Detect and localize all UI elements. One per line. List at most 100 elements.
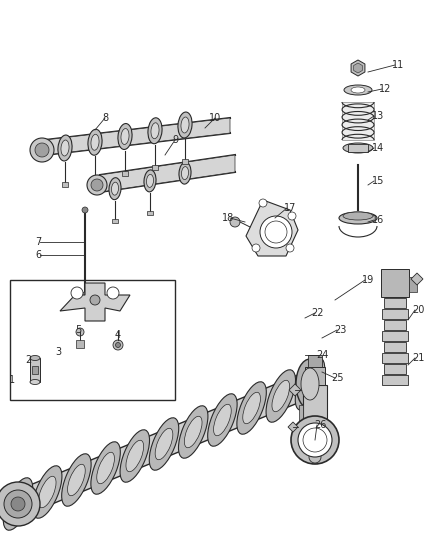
Text: 8: 8 <box>102 113 108 123</box>
Ellipse shape <box>343 212 373 220</box>
Ellipse shape <box>88 130 102 155</box>
Circle shape <box>82 292 88 298</box>
Ellipse shape <box>91 134 99 150</box>
Circle shape <box>252 244 260 252</box>
Bar <box>382 353 408 363</box>
Ellipse shape <box>30 379 40 384</box>
Text: 24: 24 <box>316 350 328 360</box>
Bar <box>348 144 368 152</box>
Text: 20: 20 <box>412 305 424 315</box>
Circle shape <box>0 482 40 526</box>
Polygon shape <box>18 370 310 518</box>
Text: 7: 7 <box>35 237 41 247</box>
Text: 13: 13 <box>372 111 384 121</box>
Ellipse shape <box>67 464 85 496</box>
Circle shape <box>91 179 103 191</box>
Text: 22: 22 <box>312 308 324 318</box>
Bar <box>299 405 303 425</box>
Bar <box>112 219 118 223</box>
Bar <box>30 358 40 382</box>
Ellipse shape <box>58 135 72 161</box>
Bar <box>305 367 325 385</box>
Circle shape <box>286 244 294 252</box>
Circle shape <box>259 199 267 207</box>
Text: 6: 6 <box>35 250 41 260</box>
Ellipse shape <box>184 416 202 448</box>
Ellipse shape <box>208 394 237 446</box>
Text: 26: 26 <box>314 420 326 430</box>
Bar <box>381 269 409 297</box>
Bar <box>152 165 158 169</box>
Text: 12: 12 <box>379 84 391 94</box>
Bar <box>303 385 327 440</box>
Ellipse shape <box>32 466 62 518</box>
Ellipse shape <box>91 442 120 494</box>
Circle shape <box>82 207 88 213</box>
Text: 9: 9 <box>172 135 178 145</box>
Text: 18: 18 <box>222 213 234 223</box>
Text: 1: 1 <box>9 375 15 385</box>
Ellipse shape <box>61 140 69 156</box>
Ellipse shape <box>146 174 154 188</box>
Ellipse shape <box>339 212 377 224</box>
Circle shape <box>87 175 107 195</box>
Ellipse shape <box>296 359 324 409</box>
Text: 19: 19 <box>362 275 374 285</box>
Bar <box>308 355 322 367</box>
Ellipse shape <box>272 380 290 411</box>
Text: 5: 5 <box>75 325 81 335</box>
Bar <box>384 342 406 352</box>
Circle shape <box>4 490 32 518</box>
Circle shape <box>35 143 49 157</box>
Polygon shape <box>100 155 235 192</box>
Polygon shape <box>45 118 230 155</box>
Ellipse shape <box>9 488 27 520</box>
Text: 17: 17 <box>284 203 296 213</box>
Ellipse shape <box>144 170 156 192</box>
Circle shape <box>298 423 332 457</box>
Ellipse shape <box>109 177 121 200</box>
Ellipse shape <box>118 124 132 149</box>
Text: 25: 25 <box>332 373 344 383</box>
Bar <box>92 176 98 181</box>
Ellipse shape <box>97 453 114 484</box>
Bar <box>382 375 408 385</box>
Circle shape <box>107 287 119 299</box>
Ellipse shape <box>343 143 373 153</box>
Bar <box>382 331 408 341</box>
Ellipse shape <box>237 382 266 434</box>
Ellipse shape <box>181 167 188 180</box>
Ellipse shape <box>126 440 144 472</box>
Text: 23: 23 <box>334 325 346 335</box>
Circle shape <box>260 216 292 248</box>
Bar <box>182 159 188 164</box>
Bar <box>409 277 417 292</box>
Polygon shape <box>246 200 298 256</box>
Ellipse shape <box>179 162 191 184</box>
Bar <box>384 364 406 374</box>
Ellipse shape <box>39 477 56 508</box>
Bar <box>122 171 128 175</box>
Bar <box>384 298 406 308</box>
Circle shape <box>230 217 240 227</box>
Ellipse shape <box>151 123 159 139</box>
Circle shape <box>291 416 339 464</box>
Ellipse shape <box>301 368 319 400</box>
Text: 3: 3 <box>55 347 61 357</box>
Ellipse shape <box>30 356 40 360</box>
Ellipse shape <box>155 428 173 460</box>
Circle shape <box>90 295 100 305</box>
Ellipse shape <box>351 87 365 93</box>
Bar <box>384 320 406 330</box>
Text: 2: 2 <box>25 355 31 365</box>
Ellipse shape <box>243 392 261 424</box>
Ellipse shape <box>178 112 192 138</box>
Text: 15: 15 <box>372 176 384 186</box>
Ellipse shape <box>148 118 162 144</box>
Ellipse shape <box>62 454 91 506</box>
Ellipse shape <box>295 358 325 410</box>
Ellipse shape <box>149 418 179 470</box>
Circle shape <box>71 287 83 299</box>
Bar <box>62 182 68 187</box>
Circle shape <box>309 451 321 463</box>
